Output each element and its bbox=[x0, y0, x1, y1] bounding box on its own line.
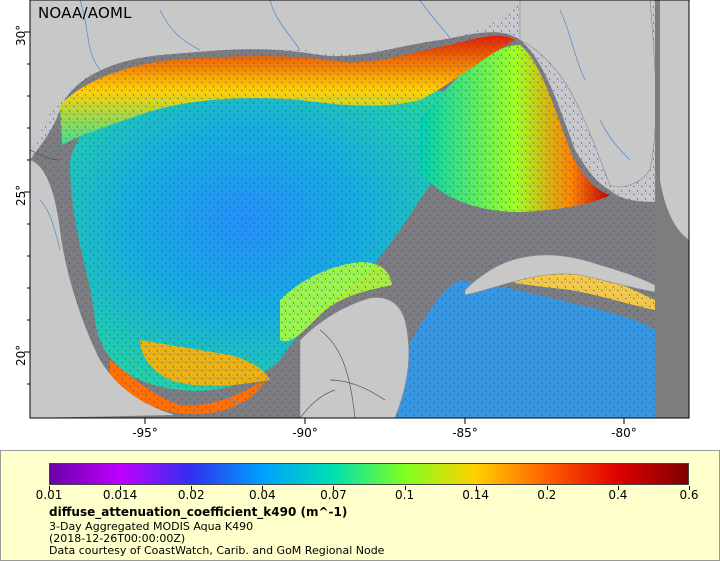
map-panel: NOAA/AOML 30° 25° 20° -95° -90° -85° -80… bbox=[0, 0, 720, 450]
country-borders bbox=[30, 149, 386, 418]
colorbar-tick bbox=[191, 486, 193, 490]
colorbar-label: 0.1 bbox=[395, 488, 415, 502]
legend-panel: diffuse_attenuation_coefficient_k490 (m^… bbox=[0, 450, 720, 561]
colorbar-label: 0.2 bbox=[537, 488, 557, 502]
colorbar-tick bbox=[404, 486, 406, 490]
colorbar-tick bbox=[333, 486, 335, 490]
colorbar-label: 0.6 bbox=[679, 488, 699, 502]
legend-courtesy: Data courtesy of CoastWatch, Carib. and … bbox=[49, 544, 385, 557]
colorbar-tick bbox=[475, 486, 477, 490]
colorbar-tick bbox=[49, 486, 50, 490]
colorbar-tick bbox=[546, 486, 548, 490]
yucatan-land bbox=[299, 297, 410, 418]
lon-label-90: -90° bbox=[292, 426, 318, 440]
colorbar-label: 0.4 bbox=[608, 488, 628, 502]
colorbar bbox=[49, 463, 689, 485]
map-plot[interactable] bbox=[0, 0, 720, 450]
colorbar-tick bbox=[617, 486, 619, 490]
colorbar-label: 0.014 bbox=[102, 488, 138, 502]
lon-label-95: -95° bbox=[132, 426, 158, 440]
colorbar-label: 0.02 bbox=[177, 488, 205, 502]
lon-label-80: -80° bbox=[611, 426, 637, 440]
lon-label-85: -85° bbox=[452, 426, 478, 440]
mexico-land bbox=[30, 160, 175, 418]
lat-label-30: 30° bbox=[14, 24, 28, 46]
legend-source: 3-Day Aggregated MODIS Aqua K490 bbox=[49, 520, 254, 533]
lat-label-20: 20° bbox=[14, 344, 28, 366]
lat-label-25: 25° bbox=[14, 184, 28, 206]
axis-ticks bbox=[24, 31, 625, 424]
plot-frame bbox=[29, 0, 690, 419]
colorbar-tick bbox=[262, 486, 264, 490]
colorbar-label: 0.01 bbox=[35, 488, 63, 502]
us-coast-land bbox=[30, 0, 520, 155]
credit-label: NOAA/AOML bbox=[38, 4, 132, 22]
colorbar-tick bbox=[120, 486, 122, 490]
rivers bbox=[39, 0, 631, 406]
legend-variable: diffuse_attenuation_coefficient_k490 (m^… bbox=[49, 505, 348, 519]
legend-date: (2018-12-26T00:00:00Z) bbox=[49, 532, 186, 545]
colorbar-tick bbox=[689, 486, 690, 490]
colorbar-label: 0.14 bbox=[462, 488, 490, 502]
colorbar-label: 0.07 bbox=[320, 488, 347, 502]
colorbar-label: 0.04 bbox=[248, 488, 276, 502]
bahamas-land bbox=[660, 0, 689, 240]
